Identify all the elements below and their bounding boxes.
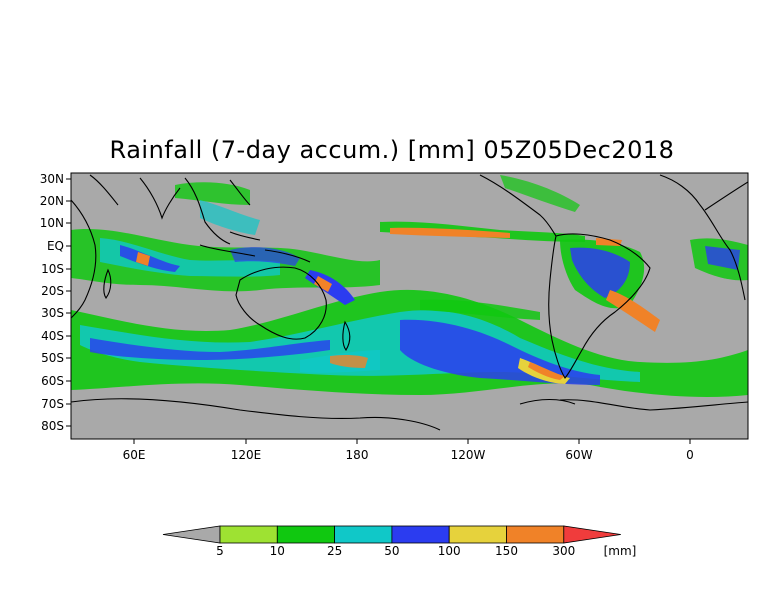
madagascar-coast <box>103 268 112 299</box>
lat-label-20n: 20N <box>40 194 64 208</box>
colorbar: 5 10 25 50 100 150 300 [mm] <box>162 525 637 558</box>
colorbar-label-100: 100 <box>438 544 461 558</box>
colorbar-label-5: 5 <box>216 544 224 558</box>
lat-label-10n: 10N <box>40 216 64 230</box>
lon-label-0: 0 <box>686 448 694 462</box>
europe-africa-coast <box>659 174 748 301</box>
southeast-asia-coast <box>184 177 251 245</box>
colorbar-high-triangle <box>563 525 621 544</box>
colorbar-swatch-1 <box>219 525 278 544</box>
lon-label-60e: 60E <box>123 448 146 462</box>
map-title: Rainfall (7-day accum.) [mm] 05Z05Dec201… <box>109 136 675 164</box>
lon-label-120e: 120E <box>231 448 262 462</box>
colorbar-swatch-5 <box>448 525 507 544</box>
longitude-axis: 60E 120E 180 120W 60W 0 <box>123 439 694 462</box>
rainfall-field <box>71 174 748 431</box>
lat-label-70s: 70S <box>41 397 64 411</box>
lon-label-60w: 60W <box>565 448 592 462</box>
colorbar-swatch-2 <box>276 525 335 544</box>
lat-label-60s: 60S <box>41 374 64 388</box>
australia-coast <box>235 266 327 340</box>
lat-label-10s: 10S <box>41 262 64 276</box>
lon-label-120w: 120W <box>451 448 486 462</box>
africa-coast <box>71 199 97 319</box>
colorbar-label-50: 50 <box>384 544 399 558</box>
coastlines <box>71 174 748 431</box>
indonesia-coast <box>199 231 311 263</box>
lat-label-40s: 40S <box>41 329 64 343</box>
storm-track-band <box>71 289 748 397</box>
lat-label-80s: 80S <box>41 419 64 433</box>
colorbar-swatch-4 <box>391 525 450 544</box>
colorbar-label-150: 150 <box>495 544 518 558</box>
colorbar-label-25: 25 <box>327 544 342 558</box>
lon-label-180: 180 <box>346 448 369 462</box>
south-america-coast <box>548 233 651 379</box>
colorbar-low-triangle <box>162 525 221 544</box>
latitude-axis: 30N 20N 10N EQ 10S 20S 30S 40S 50S 60S 7… <box>40 172 71 433</box>
lat-label-30s: 30S <box>41 306 64 320</box>
arabia-india-coast <box>89 174 181 220</box>
map-frame <box>70 172 749 440</box>
new-zealand-coast <box>342 320 351 351</box>
lat-label-30n: 30N <box>40 172 64 186</box>
antarctica-coast <box>71 398 748 431</box>
lat-label-eq: EQ <box>47 239 64 253</box>
colorbar-unit-label: [mm] <box>604 544 637 558</box>
colorbar-swatch-3 <box>334 525 393 544</box>
lat-label-20s: 20S <box>41 284 64 298</box>
colorbar-label-10: 10 <box>270 544 285 558</box>
colorbar-swatch-6 <box>506 525 565 544</box>
north-america-coast <box>479 174 557 237</box>
lat-label-50s: 50S <box>41 351 64 365</box>
colorbar-label-300: 300 <box>552 544 575 558</box>
tropical-convection <box>71 175 748 332</box>
